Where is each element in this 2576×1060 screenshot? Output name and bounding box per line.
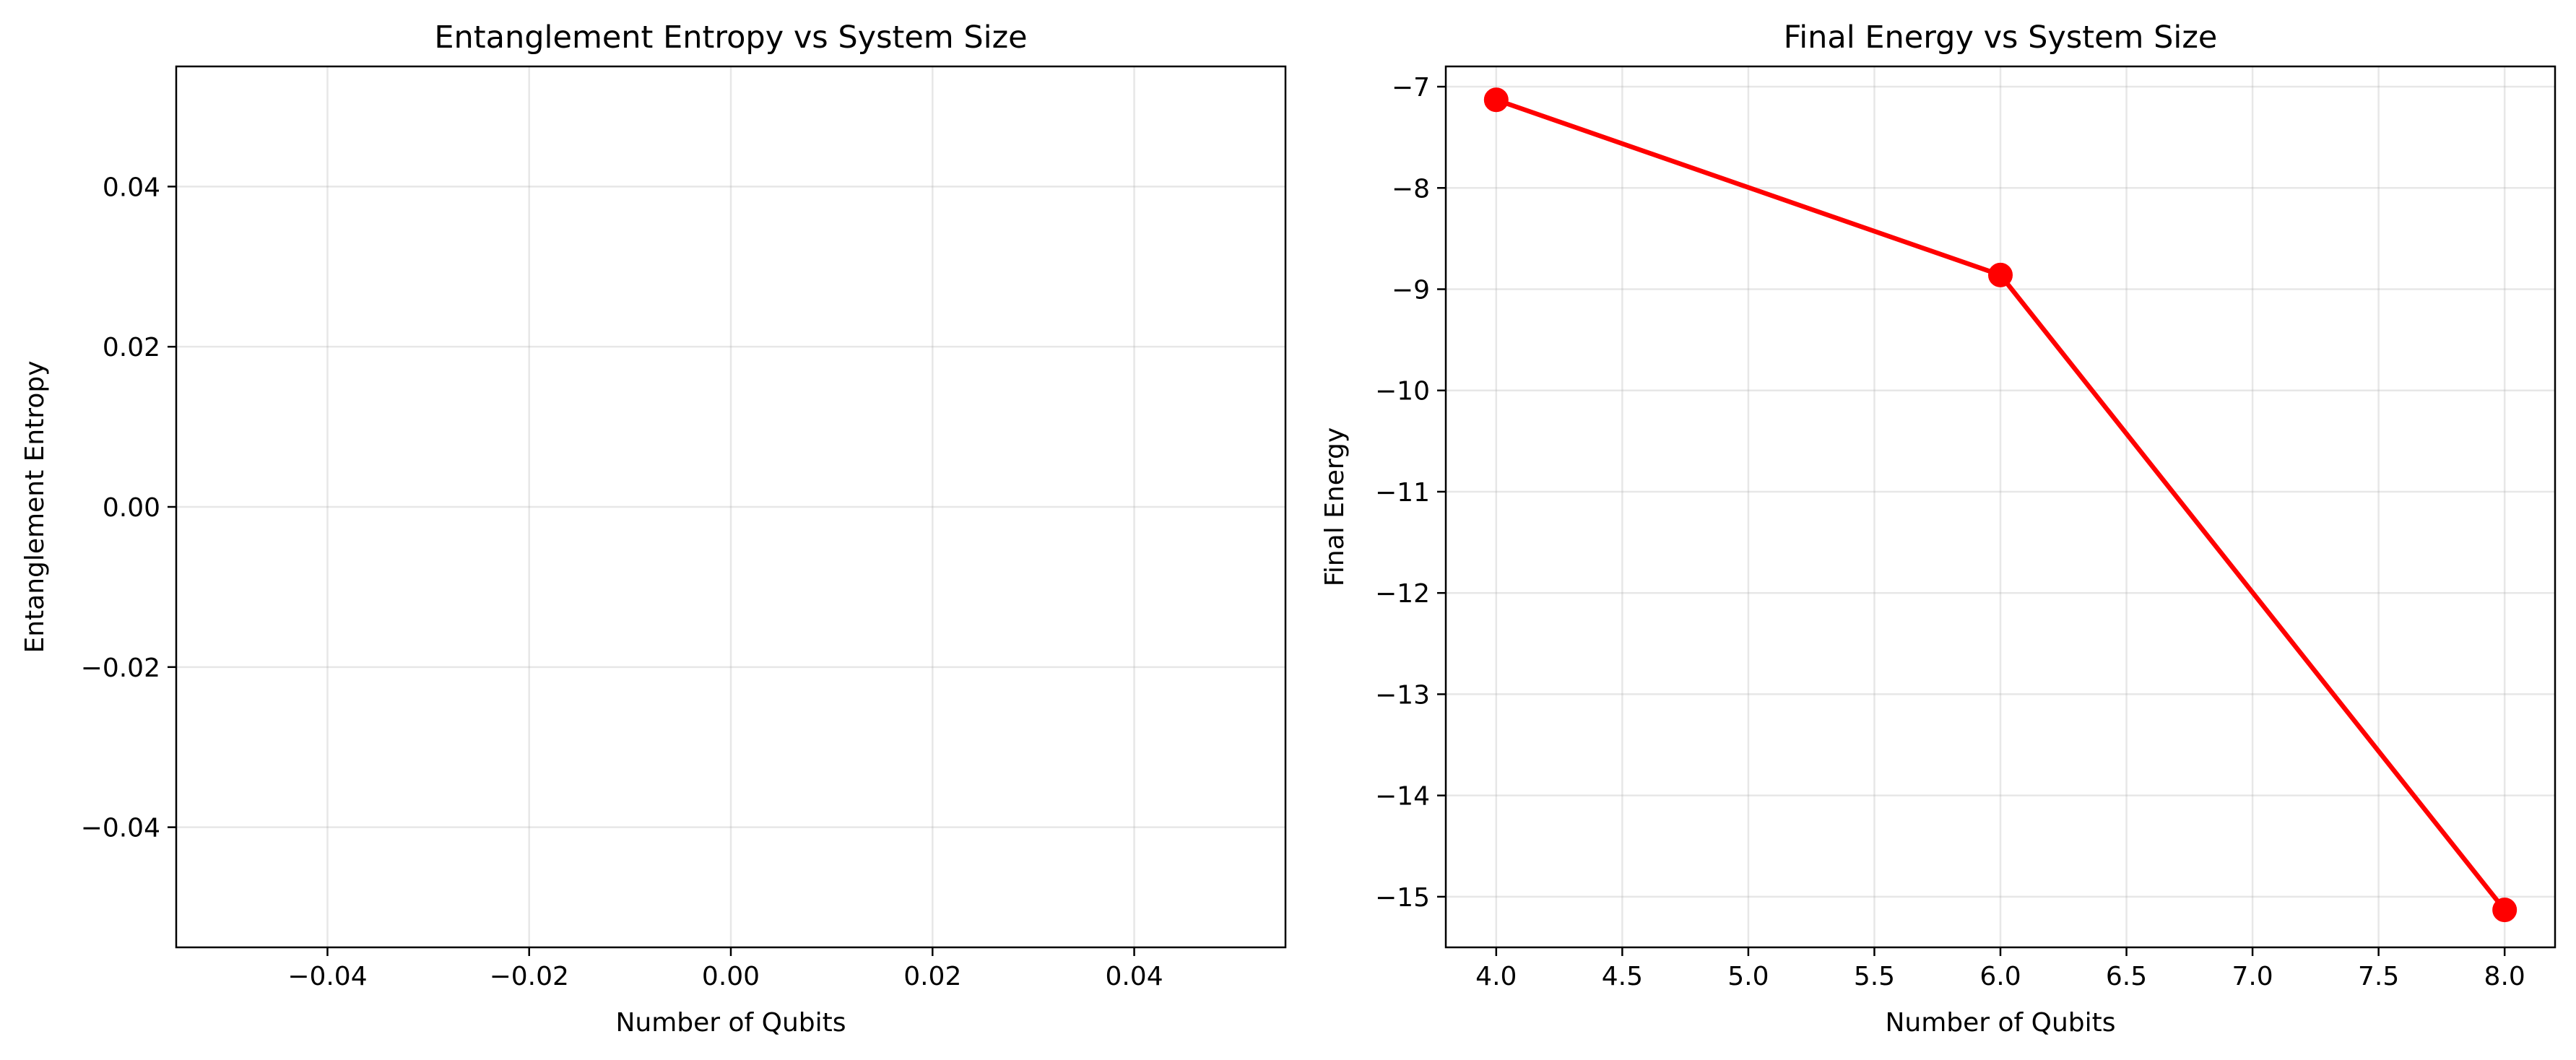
x-tick-label: −0.02 xyxy=(490,962,569,991)
y-tick-label: 0.04 xyxy=(103,173,160,202)
y-axis-label: Final Energy xyxy=(1320,427,1350,586)
y-tick-label: −14 xyxy=(1375,782,1430,812)
x-tick-label: 0.04 xyxy=(1105,962,1163,991)
y-tick-label: 0.02 xyxy=(103,333,160,362)
y-tick-label: −0.02 xyxy=(81,653,160,683)
entropy-chart: −0.04 −0.02 0.00 0.02 0.04 0.04 0.02 0.00 −0.02 −… xyxy=(20,19,1287,1038)
x-tick-label: −0.04 xyxy=(287,962,367,991)
x-tick-label: 4.5 xyxy=(1602,962,1643,991)
y-tick-label: 0.00 xyxy=(103,493,160,523)
x-tick-label: 7.5 xyxy=(2358,962,2399,991)
y-tick-label: −0.04 xyxy=(81,814,160,843)
x-tick-label: 6.0 xyxy=(1979,962,2021,991)
x-tick-label: 5.0 xyxy=(1727,962,1769,991)
x-tick-label: 7.0 xyxy=(2232,962,2273,991)
y-tick-label: −11 xyxy=(1375,478,1430,508)
x-axis-label: Number of Qubits xyxy=(1885,1008,2115,1038)
y-tick-label: −9 xyxy=(1392,276,1430,305)
y-tick-label: −8 xyxy=(1392,174,1430,204)
y-tick-label: −12 xyxy=(1375,579,1430,609)
energy-chart: 4.0 4.5 5.0 5.5 6.0 6.5 7.0 7.5 8.0 −7 −8 −9 −10 −11 −… xyxy=(1320,19,2557,1038)
x-tick-label: 4.0 xyxy=(1475,962,1517,991)
data-point xyxy=(2492,898,2518,923)
y-tick-label: −15 xyxy=(1375,883,1430,913)
x-tick-label: 0.02 xyxy=(903,962,961,991)
x-tick-label: 8.0 xyxy=(2484,962,2525,991)
y-tick-label: −10 xyxy=(1375,377,1430,407)
y-tick-label: −13 xyxy=(1375,680,1430,710)
x-axis-label: Number of Qubits xyxy=(615,1008,846,1038)
x-tick-label: 0.00 xyxy=(702,962,760,991)
chart-title: Entanglement Entropy vs System Size xyxy=(434,19,1027,56)
data-point xyxy=(1483,87,1509,113)
y-axis-label: Entanglement Entropy xyxy=(20,360,50,653)
x-tick-label: 6.5 xyxy=(2106,962,2147,991)
x-tick-label: 5.5 xyxy=(1854,962,1895,991)
chart-title: Final Energy vs System Size xyxy=(1784,19,2218,56)
data-point xyxy=(1988,262,2013,287)
y-tick-label: −7 xyxy=(1392,73,1430,103)
